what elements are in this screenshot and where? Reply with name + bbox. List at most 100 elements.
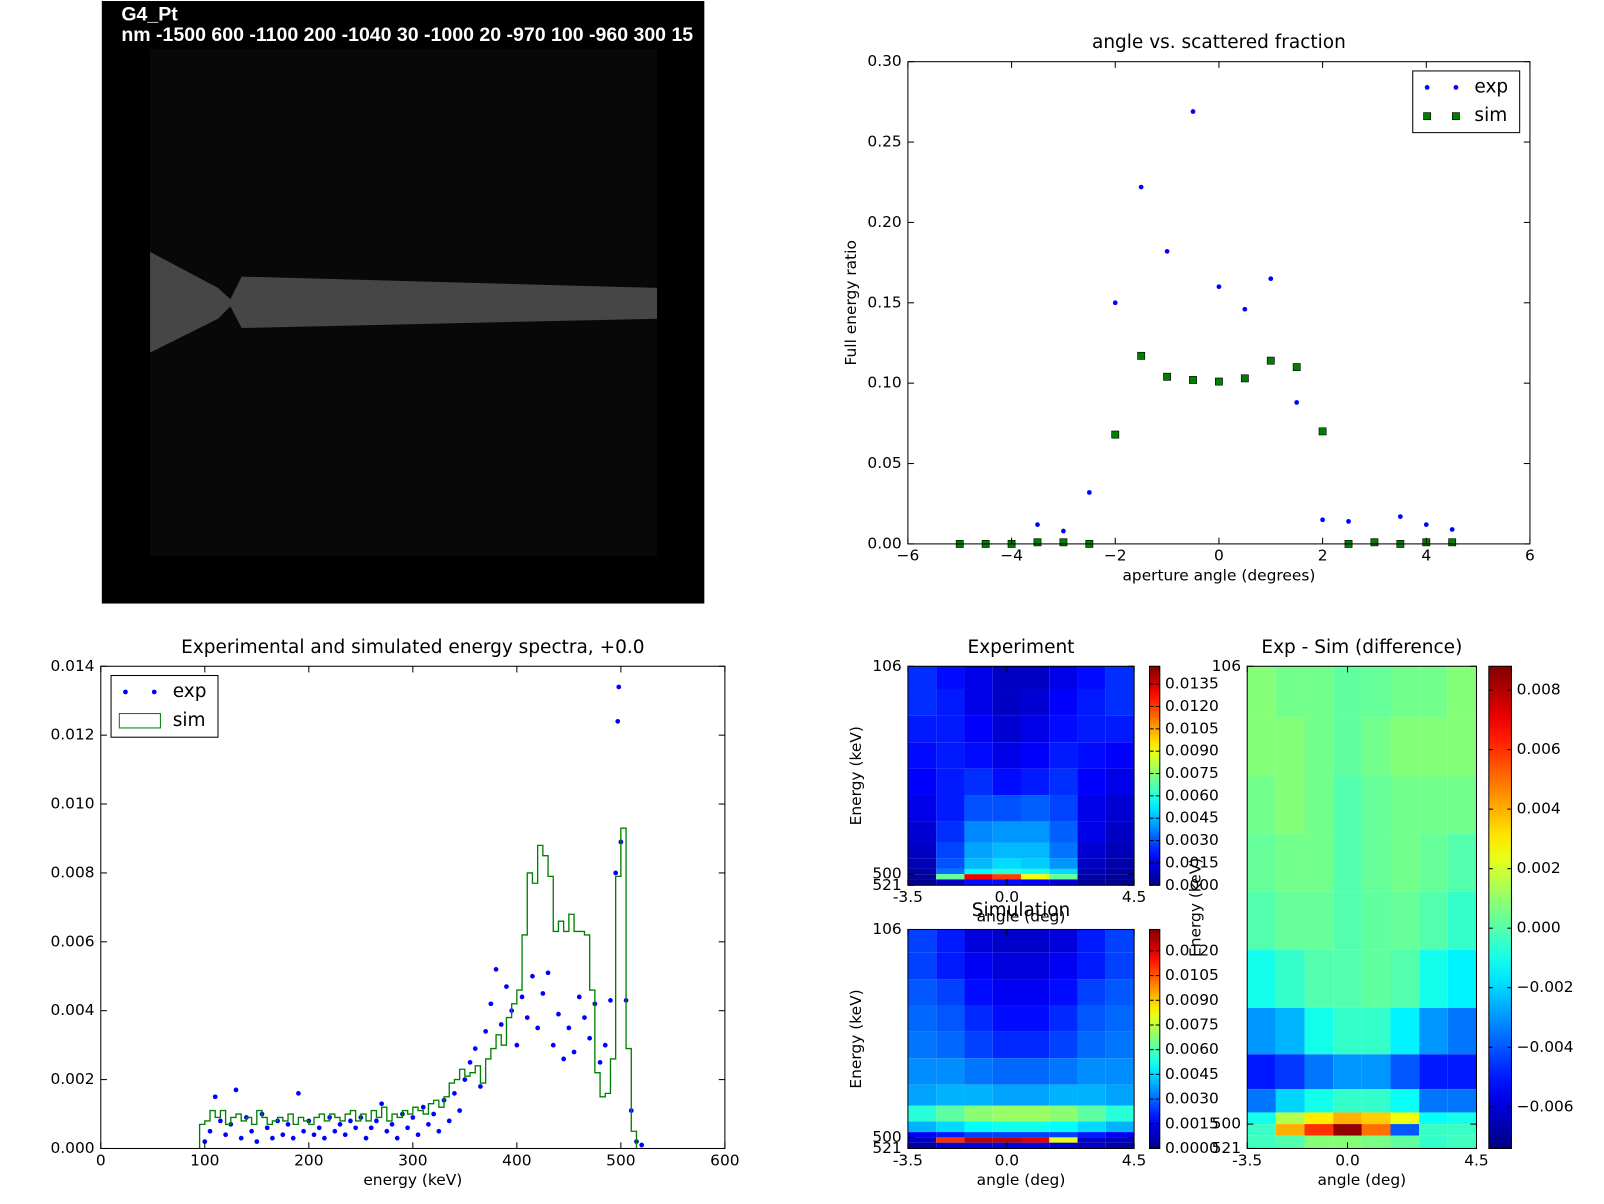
- heatmap-cell: [1105, 768, 1135, 796]
- colorbar-tick-label: 0.0045: [1165, 809, 1219, 827]
- data-point: [483, 1029, 489, 1034]
- x-axis-label: aperture angle (degrees): [1122, 566, 1315, 584]
- heatmap-cell: [964, 1084, 993, 1106]
- heatmap-cell: [1304, 1135, 1334, 1149]
- heatmap-cell: [907, 868, 937, 875]
- heatmap-cell: [1447, 1007, 1477, 1055]
- chart-title: Simulation: [972, 900, 1071, 921]
- heatmap-cell: [1247, 775, 1276, 834]
- heatmap-cell: [1077, 868, 1106, 875]
- heatmap-cell: [1333, 1135, 1362, 1149]
- heatmap-cell: [1419, 833, 1448, 892]
- x-tick-label: 0: [96, 1151, 106, 1169]
- data-point: [379, 1101, 384, 1107]
- heatmap-cell: [1390, 891, 1420, 950]
- heatmap-cell: [1390, 1112, 1420, 1125]
- heatmap-cell: [964, 868, 993, 875]
- heatmap-cell: [1077, 795, 1106, 822]
- data-point: [1448, 538, 1457, 547]
- data-point: [1086, 490, 1092, 495]
- colorbar-tick-label: 0.002: [1517, 859, 1561, 877]
- heatmap-cell: [1077, 1132, 1106, 1138]
- data-point: [540, 991, 546, 996]
- heatmap-cell: [1105, 1084, 1135, 1106]
- heatmap-cell: [1275, 1007, 1305, 1055]
- heatmap-cell: [1390, 1054, 1420, 1090]
- heatmap-cell: [1077, 821, 1106, 843]
- heatmap-cell: [1304, 833, 1334, 892]
- heatmap-cell: [936, 874, 965, 880]
- data-point: [504, 984, 509, 989]
- heatmap-cell: [1077, 979, 1106, 1006]
- data-point: [478, 1084, 483, 1089]
- data-point: [332, 1128, 338, 1134]
- data-point: [233, 1087, 239, 1093]
- heatmap-cell: [1077, 1058, 1106, 1085]
- x-tick-label: −6: [897, 547, 920, 565]
- colorbar-tick-label: 0.0060: [1165, 786, 1219, 804]
- colorbar-tick-label: 0.0000: [1165, 1139, 1219, 1157]
- heatmap-cell: [1361, 1007, 1391, 1055]
- heatmap-cell: [1021, 821, 1050, 843]
- heatmap-cell: [1105, 874, 1135, 880]
- heatmap-cell: [936, 666, 965, 690]
- heatmap-cell: [1105, 1005, 1135, 1032]
- heatmap-cell: [1049, 1031, 1078, 1059]
- heatmap-cell: [1333, 1007, 1362, 1055]
- heatmap-cell: [1021, 689, 1050, 716]
- heatmap-cell: [992, 1084, 1022, 1106]
- heatmap-cell: [1247, 717, 1276, 776]
- heatmap-cell: [1361, 775, 1391, 834]
- heatmap-cell: [907, 842, 937, 859]
- heatmap-cell: [1049, 868, 1078, 875]
- heatmap-cell: [992, 1121, 1022, 1133]
- data-point: [342, 1132, 348, 1138]
- heatmap-cell: [936, 842, 965, 859]
- data-point: [301, 1128, 306, 1134]
- legend-box: [1412, 70, 1521, 134]
- heatmap-cell: [1021, 842, 1050, 859]
- y-tick-label: 0.004: [51, 1001, 95, 1019]
- heatmap-cell: [936, 1132, 965, 1138]
- heatmap-cell: [1333, 949, 1362, 1008]
- heatmap-cell: [907, 689, 937, 716]
- heatmap-cell: [1077, 1137, 1106, 1143]
- heatmap-cell: [1275, 666, 1305, 718]
- heatmap-cell: [1275, 891, 1305, 950]
- x-tick-label: 300: [398, 1151, 427, 1169]
- y-tick-label: 0.008: [51, 863, 95, 881]
- heatmap-cell: [936, 868, 965, 875]
- y-tick-label: 0.002: [51, 1070, 95, 1088]
- data-point: [530, 973, 535, 979]
- data-point: [556, 1011, 561, 1017]
- heatmap-cell: [907, 874, 937, 880]
- data-point: [472, 1046, 478, 1051]
- heatmap-cell: [964, 715, 993, 743]
- data-point: [270, 1135, 275, 1141]
- y-axis-label: Energy (keV): [847, 726, 865, 825]
- heatmap-cell: [1304, 949, 1334, 1008]
- heatmap-cell: [1021, 1132, 1050, 1138]
- x-tick-label: 4.5: [1122, 888, 1147, 906]
- heatmap-cell: [964, 858, 993, 869]
- heatmap-cell: [1447, 1124, 1477, 1136]
- x-tick-label: 600: [710, 1151, 739, 1169]
- data-point: [1423, 522, 1429, 527]
- heatmap-cell: [1105, 742, 1135, 769]
- data-point: [1320, 517, 1325, 523]
- heatmap-cell: [1447, 1089, 1477, 1113]
- heatmap-cell: [1304, 666, 1334, 718]
- heatmap-cell: [1447, 666, 1477, 718]
- colorbar-tick-label: 0.0090: [1165, 991, 1219, 1009]
- heatmap-cell: [1419, 666, 1448, 718]
- data-point: [374, 1118, 379, 1124]
- heatmap-cell: [1021, 1105, 1050, 1122]
- heatmap-cell: [936, 979, 965, 1006]
- heatmap-cell: [964, 1137, 993, 1143]
- x-tick-label: 500: [606, 1151, 635, 1169]
- data-point: [337, 1122, 343, 1127]
- colorbar-tick-label: −0.006: [1517, 1097, 1574, 1115]
- colorbar-tick-label: 0.0030: [1165, 1090, 1219, 1108]
- data-point: [602, 1042, 608, 1048]
- heatmap-cell: [1304, 717, 1334, 776]
